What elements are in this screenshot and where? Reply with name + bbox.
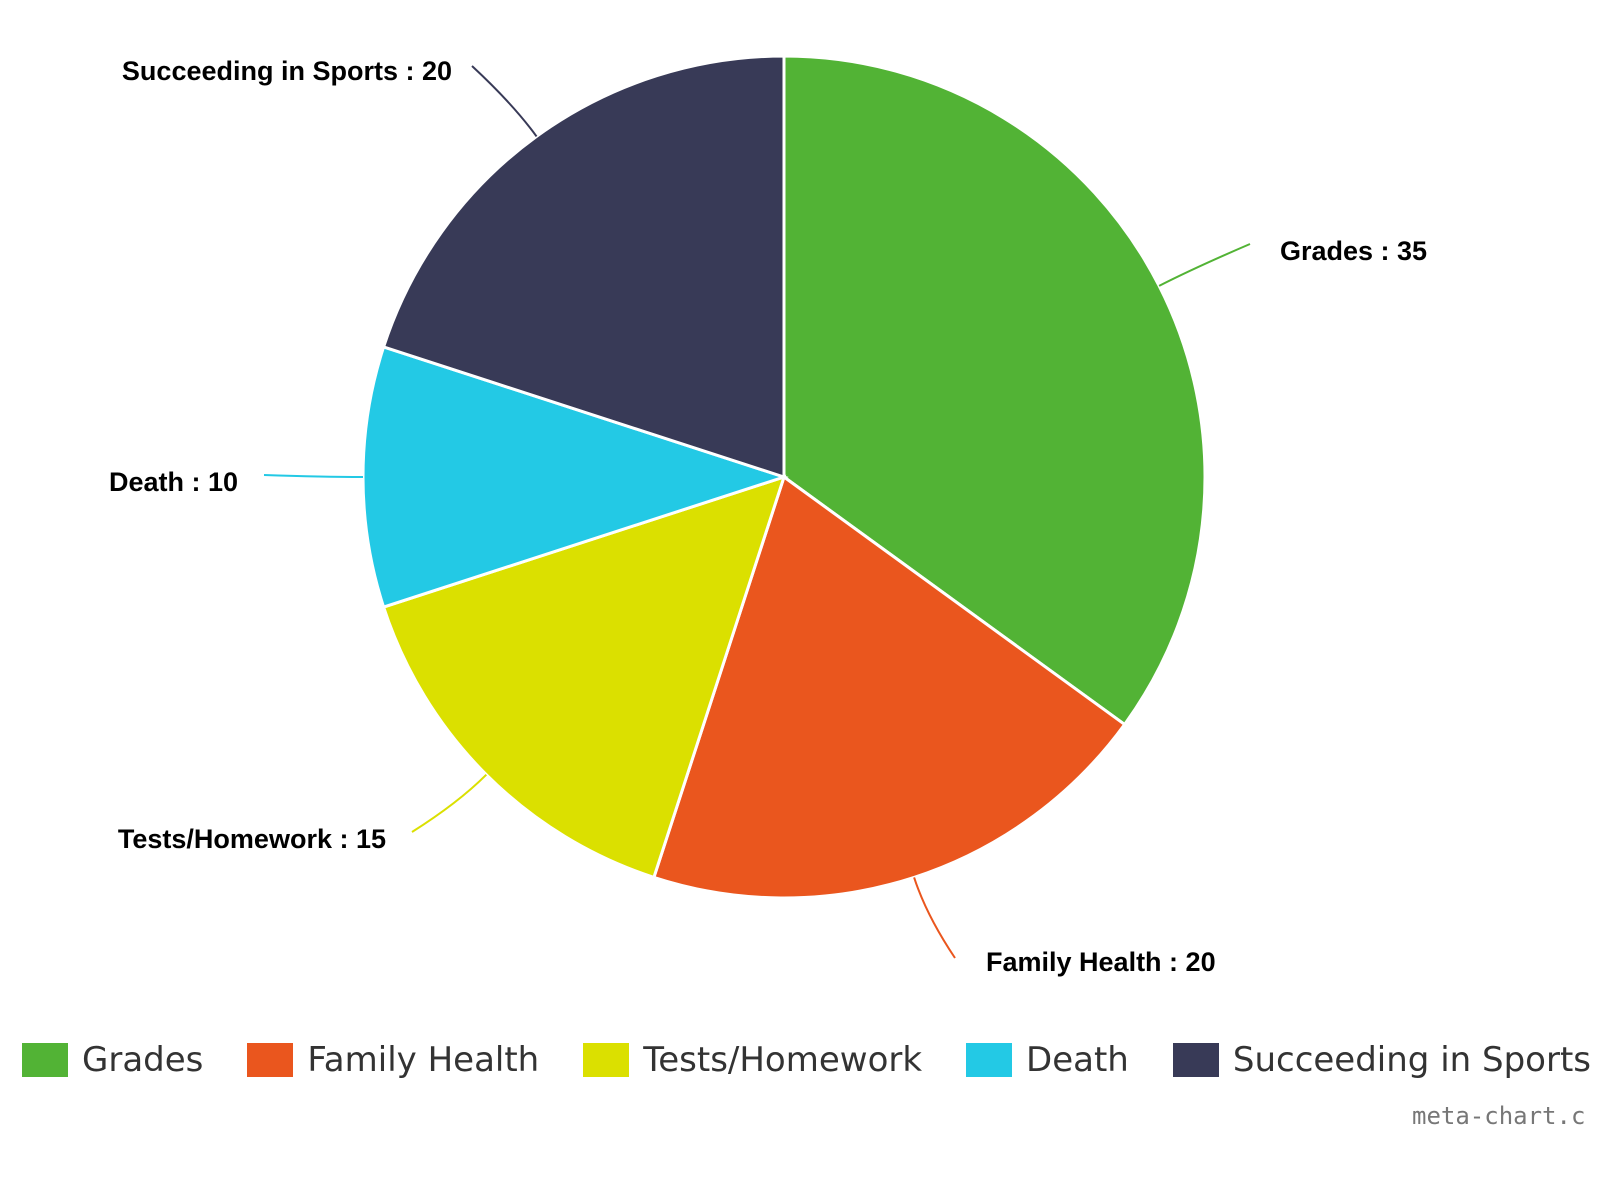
legend-label: Family Health <box>307 1040 540 1080</box>
pie-slice-family-health <box>652 474 1127 900</box>
legend-label: Grades <box>82 1040 204 1080</box>
label-connector <box>263 474 364 478</box>
label-connector <box>471 65 538 137</box>
legend-item[interactable]: Death <box>966 1040 1129 1080</box>
legend-item[interactable]: Grades <box>22 1040 203 1080</box>
slice-data-label: Death : 10 <box>109 467 238 497</box>
slice-data-label: Family Health : 20 <box>986 947 1216 977</box>
legend-swatch <box>247 1043 294 1077</box>
legend: Grades Family Health Tests/Homework Death Su… <box>22 1040 1600 1080</box>
legend-item[interactable]: Family Health <box>247 1040 539 1080</box>
slice-data-label: Grades : 35 <box>1280 236 1427 266</box>
legend-label: Tests/Homework <box>643 1040 923 1080</box>
credit-text: meta-chart.c <box>1412 1102 1586 1130</box>
legend-swatch <box>966 1043 1013 1077</box>
pie-slice-succeeding-in-sports <box>381 54 786 480</box>
pie-chart: Grades : 35 Family Health : 20 Tests/Homew… <box>109 54 1427 977</box>
slice-data-label: Tests/Homework : 15 <box>118 824 386 854</box>
label-connector <box>1158 243 1251 287</box>
legend-item[interactable]: Tests/Homework <box>583 1040 922 1080</box>
label-connector <box>913 877 956 959</box>
legend-label: Succeeding in Sports <box>1232 1040 1591 1080</box>
label-connector <box>411 773 488 833</box>
slice-data-label: Succeeding in Sports : 20 <box>122 56 452 86</box>
legend-label: Death <box>1026 1040 1129 1080</box>
legend-swatch <box>1172 1043 1219 1077</box>
legend-swatch <box>583 1043 630 1077</box>
legend-swatch <box>22 1043 68 1077</box>
legend-item[interactable]: Succeeding in Sports <box>1172 1040 1591 1080</box>
pie-slice-grades <box>782 54 1207 727</box>
